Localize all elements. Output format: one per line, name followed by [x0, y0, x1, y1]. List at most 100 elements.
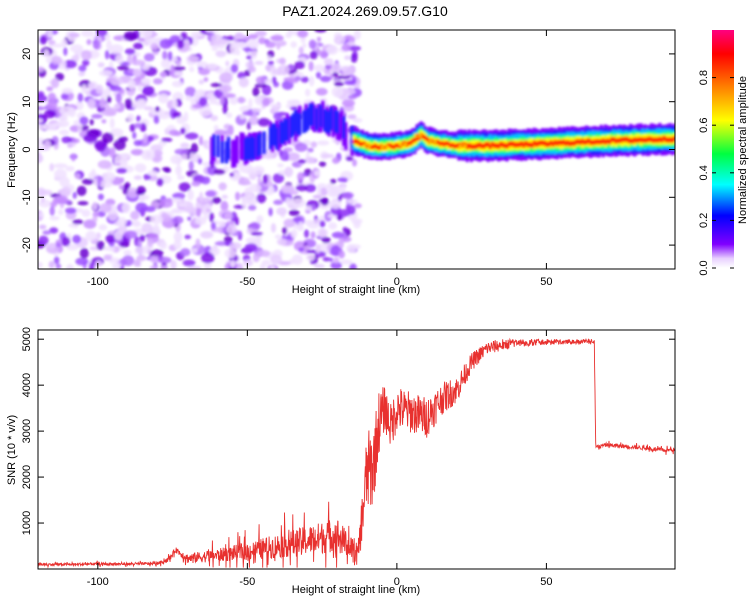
noise-speckle: [332, 71, 339, 78]
signal-hotspot-core: [382, 145, 388, 148]
signal-cell: [524, 140, 528, 147]
noise-speckle: [137, 37, 145, 42]
noise-speckle: [256, 215, 264, 224]
noise-speckle: [257, 117, 271, 127]
noise-speckle: [230, 63, 239, 73]
spectrogram-xtick-label: -50: [239, 276, 255, 288]
noise-speckle: [174, 148, 188, 155]
noise-speckle: [127, 79, 136, 91]
noise-speckle: [182, 259, 196, 267]
noise-speckle: [201, 252, 215, 264]
noise-speckle: [143, 106, 154, 111]
colorbar-tick-label: 0.4: [698, 165, 710, 180]
signal-cell: [547, 141, 551, 147]
noise-speckle: [216, 38, 230, 45]
signal-cell: [612, 136, 616, 143]
noise-speckle: [140, 30, 153, 38]
noise-speckle: [349, 263, 357, 269]
noise-speckle: [290, 41, 297, 48]
noise-speckle: [252, 86, 260, 97]
noise-speckle: [130, 148, 144, 156]
colorbar-tick-label: 0.8: [698, 70, 710, 85]
noise-speckle: [141, 77, 151, 85]
noise-speckle: [153, 149, 163, 157]
noise-speckle: [75, 257, 89, 266]
noise-speckle: [329, 186, 340, 197]
signal-cell: [633, 137, 637, 143]
noise-speckle: [315, 243, 321, 254]
noise-speckle: [321, 236, 331, 244]
noise-speckle: [331, 86, 344, 98]
noise-speckle: [319, 187, 328, 197]
noise-speckle: [210, 221, 217, 230]
signal-cell: [471, 144, 476, 150]
noise-speckle: [149, 42, 159, 51]
signal-cell: [396, 143, 400, 148]
noise-speckle: [126, 113, 135, 123]
noise-speckle: [38, 199, 52, 208]
noise-speckle: [38, 261, 43, 268]
signal-cell: [584, 139, 589, 145]
noise-speckle: [81, 84, 88, 94]
noise-speckle: [276, 238, 287, 246]
noise-speckle: [326, 45, 339, 55]
signal-cell: [407, 140, 411, 146]
signal-cell: [453, 144, 457, 149]
noise-speckle: [87, 82, 96, 90]
noise-speckle: [323, 58, 334, 66]
signal-cell: [608, 139, 612, 145]
noise-speckle: [188, 160, 194, 172]
noise-speckle: [329, 257, 334, 263]
noise-speckle: [49, 215, 60, 221]
noise-speckle: [345, 204, 351, 211]
noise-speckle: [91, 113, 103, 119]
noise-speckle: [184, 86, 196, 98]
signal-cell: [360, 141, 365, 147]
noise-speckle: [305, 88, 311, 97]
noise-speckle: [172, 66, 186, 71]
noise-speckle: [38, 94, 48, 103]
noise-speckle: [49, 163, 55, 172]
noise-speckle: [135, 189, 145, 196]
noise-speckle: [318, 161, 327, 167]
colorbar-tick-label: 0.6: [698, 118, 710, 133]
noise-speckle: [86, 39, 92, 46]
noise-speckle: [141, 149, 156, 161]
noise-speckle: [242, 110, 253, 116]
noise-speckle: [332, 62, 341, 73]
signal-cell: [392, 144, 396, 150]
signal-cell: [513, 142, 518, 148]
noise-speckle: [39, 35, 48, 45]
noise-speckle: [303, 229, 310, 238]
signal-cell: [254, 132, 258, 161]
signal-cell: [520, 141, 524, 147]
noise-speckle: [133, 175, 143, 180]
signal-cell: [666, 137, 670, 143]
signal-cell: [275, 127, 279, 150]
colorbar-ticks: 0.0 0.2 0.4 0.6 0.8: [698, 70, 734, 276]
noise-speckle: [223, 212, 233, 220]
signal-hotspot-core: [400, 143, 406, 146]
noise-speckle: [226, 112, 233, 119]
signal-cell: [543, 140, 547, 146]
noise-speckle: [280, 184, 295, 194]
snr-ytick-label: 5000: [21, 327, 33, 351]
noise-speckle: [341, 99, 355, 107]
signal-cell: [488, 144, 492, 150]
noise-speckle: [229, 43, 240, 55]
signal-cell: [455, 143, 459, 148]
signal-cell: [635, 137, 639, 144]
noise-speckle: [46, 86, 54, 92]
noise-speckle: [254, 83, 267, 88]
noise-speckle: [244, 186, 254, 198]
noise-speckle: [190, 142, 199, 154]
noise-speckle: [238, 180, 252, 186]
noise-speckle: [141, 64, 150, 71]
signal-cell: [478, 142, 482, 148]
signal-cell: [645, 137, 649, 143]
noise-speckle: [172, 111, 182, 118]
signal-cell: [247, 137, 252, 161]
signal-cell: [656, 137, 660, 143]
signal-cell: [444, 141, 448, 146]
noise-speckle: [242, 259, 254, 267]
